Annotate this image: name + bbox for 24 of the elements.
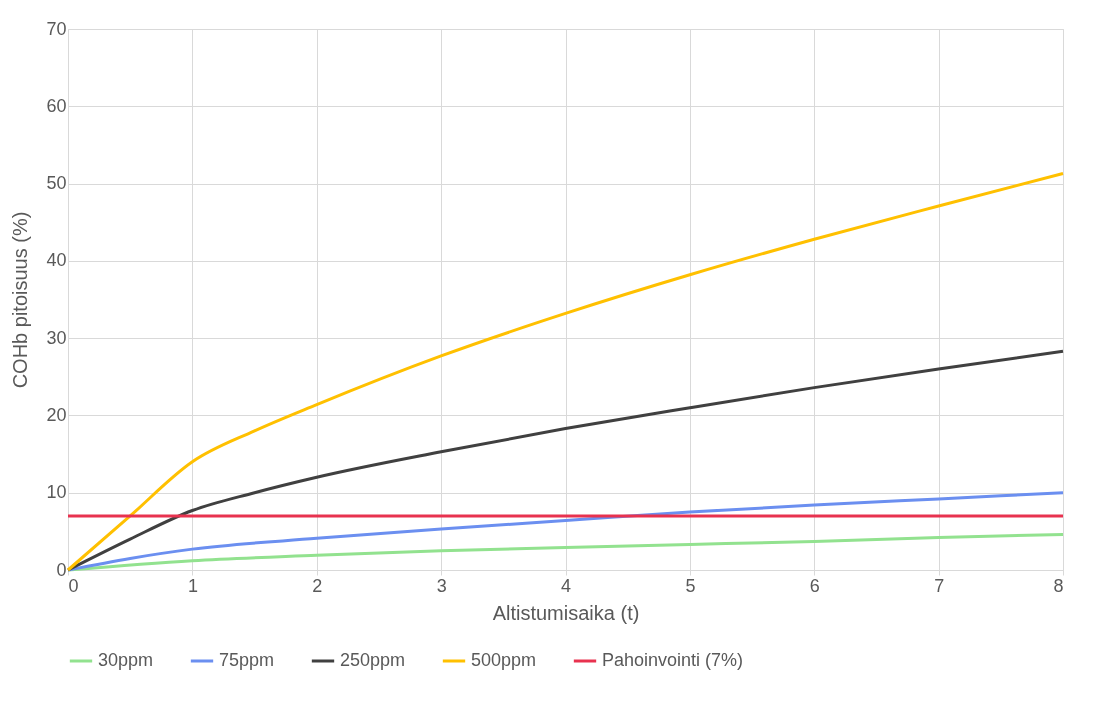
x-tick-label: 5 [685,575,696,596]
y-tick-label: 10 [46,482,67,503]
y-tick-label: 40 [46,250,67,271]
x-tick-label: 4 [560,575,572,596]
legend-label: 250ppm [340,650,406,670]
x-axis-title: Altistumisaika (t) [492,601,640,624]
y-tick-label: 50 [46,173,67,194]
line-series [66,172,1065,572]
y-tick-label: 70 [46,18,67,39]
x-tick-label: 7 [934,575,945,596]
x-tick-label: 3 [436,575,447,596]
x-tick-label: 8 [1053,575,1064,596]
legend-label: 30ppm [98,650,154,670]
y-tick-label: 0 [56,559,67,580]
y-tick-label: 20 [46,404,67,425]
legend-label: Pahoinvointi (7%) [602,650,744,670]
x-tick-label: 6 [809,575,820,596]
y-tick-label: 60 [46,95,67,116]
legend-label: 500ppm [471,650,537,670]
y-tick-label: 30 [46,327,67,348]
x-tick-label: 1 [187,575,198,596]
legend-label: 75ppm [219,650,275,670]
x-tick-label: 2 [312,575,323,596]
y-axis-title: COHb pitoisuus (%) [9,211,32,389]
